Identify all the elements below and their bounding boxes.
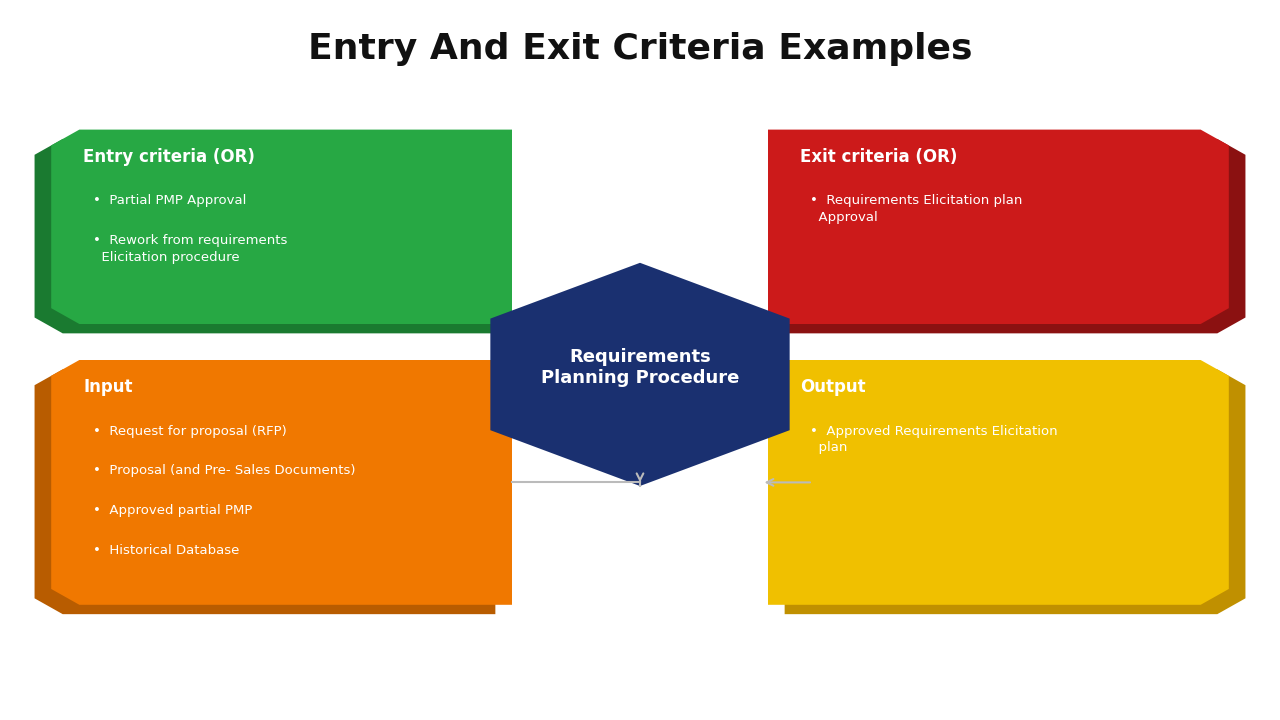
Text: •  Historical Database: • Historical Database [93, 544, 239, 557]
Text: •  Request for proposal (RFP): • Request for proposal (RFP) [93, 425, 287, 438]
Text: •  Partial PMP Approval: • Partial PMP Approval [93, 194, 247, 207]
Text: Requirements
Planning Procedure: Requirements Planning Procedure [541, 348, 739, 387]
Polygon shape [51, 360, 512, 605]
Text: Entry criteria (OR): Entry criteria (OR) [83, 148, 255, 166]
Text: Exit criteria (OR): Exit criteria (OR) [800, 148, 957, 166]
Text: •  Proposal (and Pre- Sales Documents): • Proposal (and Pre- Sales Documents) [93, 464, 356, 477]
Polygon shape [51, 130, 512, 324]
Polygon shape [785, 369, 1245, 614]
Polygon shape [35, 139, 495, 333]
Text: Entry And Exit Criteria Examples: Entry And Exit Criteria Examples [307, 32, 973, 66]
Text: •  Rework from requirements
  Elicitation procedure: • Rework from requirements Elicitation p… [93, 234, 288, 264]
Polygon shape [490, 263, 790, 486]
Text: •  Approved partial PMP: • Approved partial PMP [93, 504, 253, 517]
Polygon shape [785, 139, 1245, 333]
Polygon shape [768, 130, 1229, 324]
Text: Input: Input [83, 378, 133, 396]
Text: •  Requirements Elicitation plan
  Approval: • Requirements Elicitation plan Approval [810, 194, 1023, 224]
Text: •  Approved Requirements Elicitation
  plan: • Approved Requirements Elicitation plan [810, 425, 1057, 454]
Polygon shape [768, 360, 1229, 605]
Polygon shape [35, 369, 495, 614]
Text: Output: Output [800, 378, 865, 396]
